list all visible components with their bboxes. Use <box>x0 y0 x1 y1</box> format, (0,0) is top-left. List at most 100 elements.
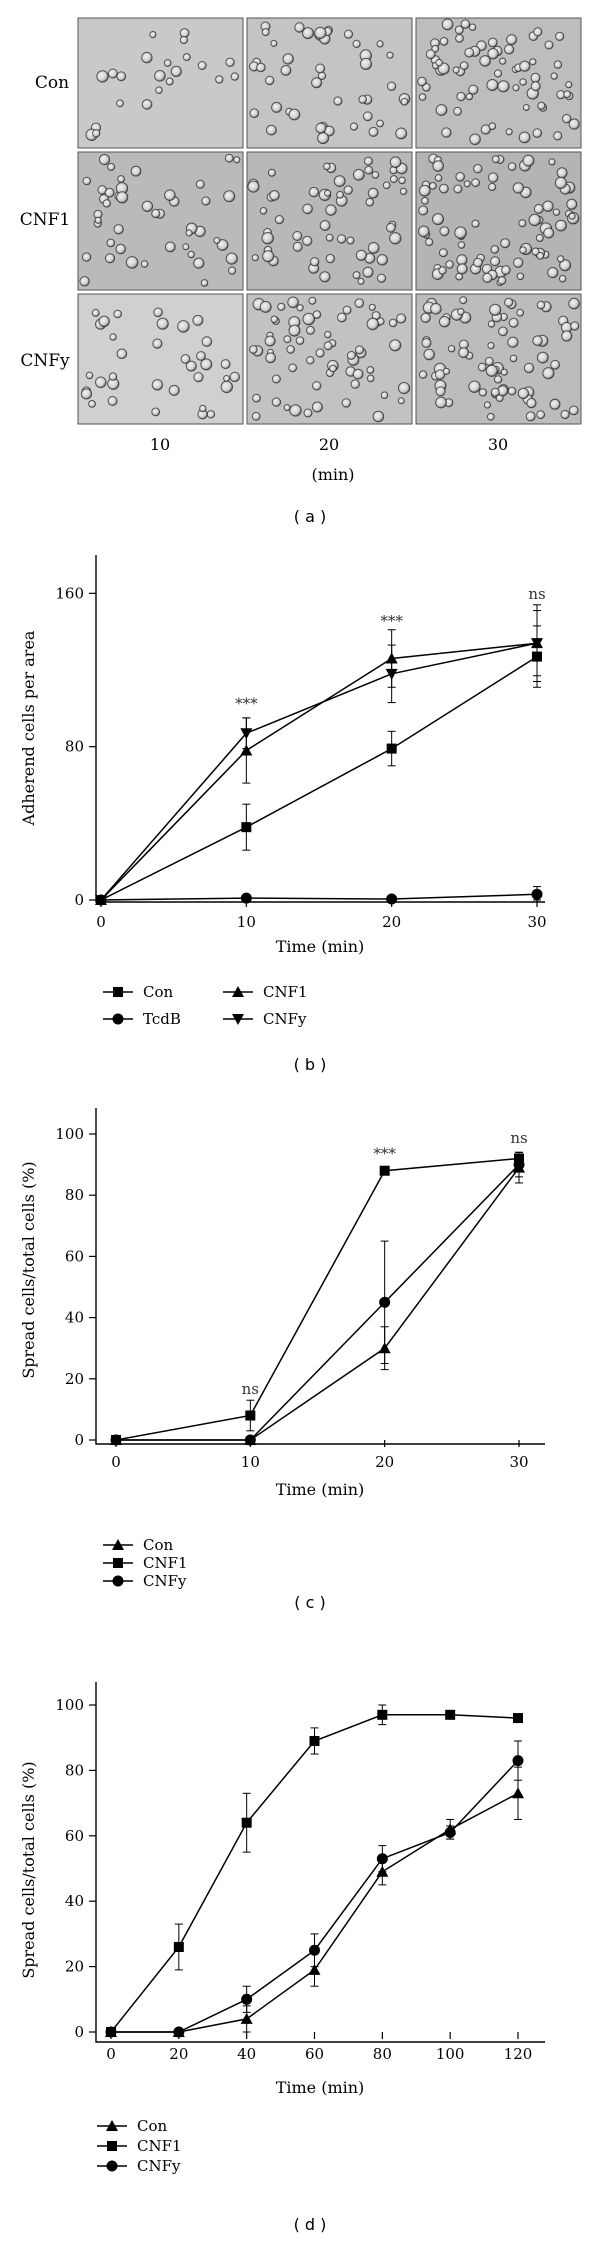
chart-b: 0 80 160 0 10 20 30 *** *** ns Time (min) Adher… <box>19 555 547 1074</box>
y-tick-label: 60 <box>65 1827 84 1845</box>
cell <box>457 241 466 249</box>
cell <box>288 363 298 373</box>
cell <box>249 345 258 354</box>
legend-marker-cnfy <box>112 1575 124 1587</box>
cell <box>277 302 286 311</box>
cell <box>526 398 537 409</box>
cell <box>271 374 281 384</box>
cell <box>308 296 317 305</box>
legend-marker-con <box>112 1539 124 1550</box>
significance-label: *** <box>373 1144 396 1162</box>
y-tick-label: 80 <box>65 1186 84 1204</box>
cell <box>519 78 527 86</box>
cell <box>368 126 379 137</box>
chart-b-ylabel: Adherend cells per area <box>19 630 38 826</box>
cell <box>438 248 448 258</box>
cell <box>113 309 122 319</box>
cell <box>376 119 385 128</box>
cell <box>516 308 525 317</box>
cell <box>377 273 387 283</box>
cell <box>537 101 546 110</box>
cell <box>215 75 224 84</box>
cell <box>418 93 427 101</box>
cell <box>452 66 460 74</box>
data-point-cnfy <box>444 1827 456 1839</box>
cell <box>498 326 508 337</box>
cell <box>80 388 93 400</box>
y-tick-label: 160 <box>55 584 84 602</box>
cell <box>469 133 481 146</box>
cell <box>168 384 180 396</box>
data-point-cnf1 <box>245 1410 256 1421</box>
cell <box>115 243 126 255</box>
data-point-cnfy <box>105 2026 117 2038</box>
significance-label: ns <box>510 1129 527 1147</box>
cell <box>488 182 497 192</box>
cell <box>106 238 116 248</box>
cell <box>455 172 466 182</box>
cell <box>468 84 479 95</box>
cell <box>568 212 576 220</box>
cell <box>518 219 527 228</box>
cell <box>98 315 110 327</box>
cell <box>352 271 361 280</box>
cell <box>435 386 446 397</box>
cell <box>441 18 454 31</box>
series-line-cnfy <box>111 1760 519 2033</box>
cell <box>473 164 483 174</box>
cell <box>225 252 238 265</box>
cell <box>302 235 313 246</box>
cell <box>389 339 402 352</box>
cell <box>459 61 469 70</box>
cell <box>453 106 463 116</box>
cell <box>425 238 434 247</box>
cell <box>303 408 313 418</box>
cell <box>177 320 190 333</box>
legend-label-cnfy: CNFy <box>143 1572 187 1590</box>
cell <box>562 114 572 124</box>
y-tick-label: 100 <box>55 1696 84 1714</box>
cell <box>566 198 578 210</box>
cell <box>92 129 101 138</box>
row-label-cnfy: CNFy <box>20 351 70 371</box>
cell <box>386 51 394 59</box>
cell <box>357 277 365 285</box>
cell <box>352 368 364 380</box>
cell <box>463 180 471 188</box>
cell <box>223 190 236 203</box>
data-point-con <box>386 743 397 754</box>
cell <box>457 308 465 316</box>
cell <box>252 393 261 403</box>
cell <box>294 22 305 33</box>
x-tick-label: 20 <box>375 1453 394 1471</box>
cell <box>459 296 468 305</box>
cell <box>536 351 549 364</box>
cell <box>363 156 373 166</box>
cell <box>398 382 411 395</box>
cell <box>180 354 191 364</box>
cell <box>337 312 347 323</box>
cell <box>547 267 559 279</box>
panel-label-d: ( d ) <box>294 2215 327 2234</box>
cell <box>256 62 266 73</box>
x-tick-label: 10 <box>237 913 256 931</box>
cell <box>568 405 579 416</box>
legend-marker-cnf1 <box>107 2141 117 2151</box>
cell <box>553 131 563 141</box>
cell <box>164 241 176 253</box>
cell <box>230 72 240 81</box>
cell <box>163 59 172 67</box>
cell <box>489 303 502 316</box>
cell <box>512 84 520 92</box>
cell <box>473 257 483 268</box>
y-tick-label: 0 <box>74 1431 84 1449</box>
data-point-cnfy <box>513 1159 525 1171</box>
cell <box>366 374 375 383</box>
data-point-cnfy <box>95 895 107 906</box>
cell <box>350 379 360 389</box>
data-point-cnf1 <box>379 1165 390 1176</box>
legend-marker-cnfy <box>232 1014 244 1025</box>
cell <box>532 128 543 138</box>
